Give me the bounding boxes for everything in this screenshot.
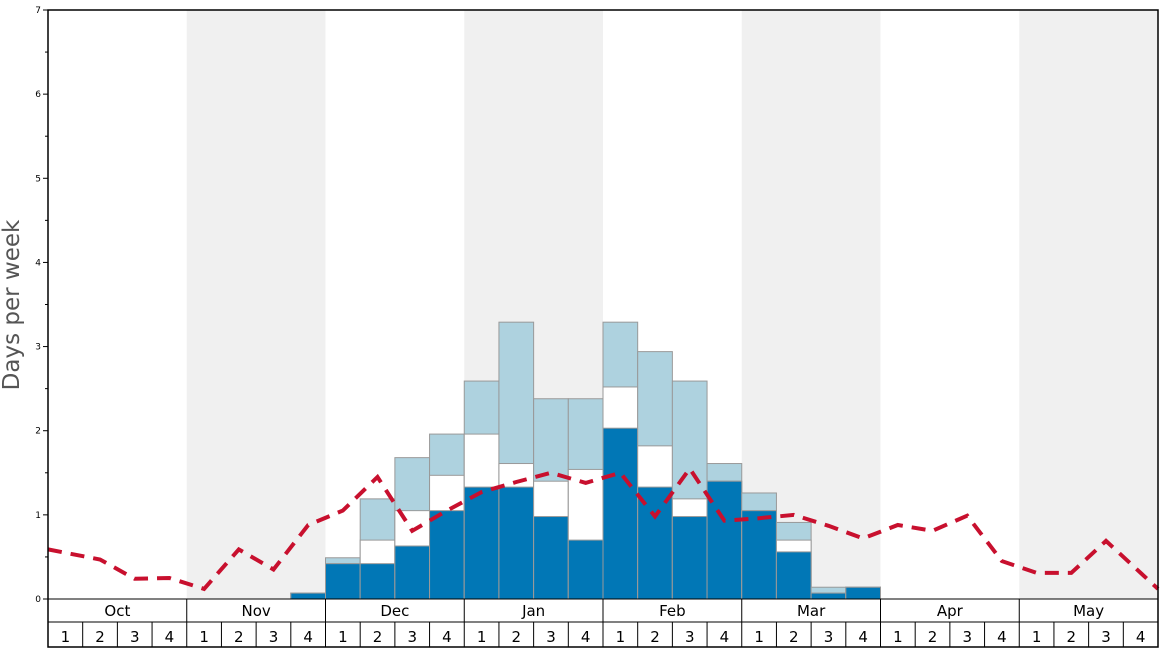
bar-dark-13 [498, 486, 535, 600]
month-label-oct: Oct [104, 602, 130, 620]
week-label-7: 4 [303, 628, 313, 646]
week-label-1: 2 [95, 628, 105, 646]
month-label-jan: Jan [521, 602, 545, 620]
y-tick-label-2: 2 [35, 427, 41, 437]
bars [290, 321, 881, 600]
bar-dark-11 [429, 510, 465, 600]
week-label-31: 4 [1136, 628, 1146, 646]
week-label-17: 2 [650, 628, 660, 646]
week-label-22: 3 [824, 628, 834, 646]
week-label-6: 3 [269, 628, 279, 646]
week-label-29: 2 [1067, 628, 1077, 646]
bar-dark-21 [775, 551, 812, 600]
bar-dark-8 [325, 563, 361, 600]
month-shading [186, 10, 1158, 599]
week-label-14: 3 [546, 628, 556, 646]
month-label-may: May [1073, 602, 1104, 620]
bar-dark-12 [463, 486, 500, 600]
bar-dark-23 [845, 586, 881, 600]
y-axis-title: Days per week [0, 219, 25, 390]
week-label-24: 1 [893, 628, 903, 646]
week-label-4: 1 [199, 628, 209, 646]
week-label-20: 1 [754, 628, 764, 646]
axes [43, 9, 1159, 648]
y-tick-label-5: 5 [35, 174, 41, 184]
month-label-nov: Nov [241, 602, 270, 620]
trend-line [47, 465, 1160, 592]
month-band-nov [186, 10, 326, 599]
week-label-21: 2 [789, 628, 799, 646]
week-label-30: 3 [1101, 628, 1111, 646]
bar-dark-7 [290, 592, 326, 600]
week-label-16: 1 [616, 628, 626, 646]
labels: 0 1 2 3 4 5 6 7 Oct Nov Dec Jan Feb Mar Apr May 1 2 3 4 1 2 3 4… [35, 6, 1145, 646]
week-label-13: 2 [512, 628, 522, 646]
bar-dark-19 [706, 480, 743, 600]
month-label-apr: Apr [937, 602, 964, 620]
week-label-15: 4 [581, 628, 591, 646]
week-label-26: 3 [962, 628, 972, 646]
month-label-mar: Mar [797, 602, 826, 620]
week-label-25: 2 [928, 628, 938, 646]
trend-line-group [47, 465, 1160, 592]
week-label-19: 4 [720, 628, 730, 646]
week-label-12: 1 [477, 628, 487, 646]
month-label-dec: Dec [380, 602, 409, 620]
week-label-8: 1 [338, 628, 348, 646]
bar-dark-10 [394, 545, 431, 600]
y-tick-label-1: 1 [35, 511, 41, 521]
bar-dark-16 [602, 427, 639, 600]
y-tick-label-6: 6 [35, 90, 41, 100]
week-label-3: 4 [165, 628, 175, 646]
bar-dark-22 [810, 592, 847, 600]
week-label-18: 3 [685, 628, 695, 646]
bar-dark-18 [671, 516, 708, 600]
week-label-9: 2 [373, 628, 383, 646]
bar-dark-20 [741, 510, 777, 600]
y-tick-label-0: 0 [35, 595, 41, 605]
week-label-5: 2 [234, 628, 244, 646]
y-tick-label-3: 3 [35, 343, 41, 353]
y-tick-label-7: 7 [35, 6, 41, 16]
week-label-23: 4 [858, 628, 868, 646]
bar-dark-15 [567, 539, 604, 600]
bar-dark-9 [359, 563, 396, 600]
month-label-feb: Feb [659, 602, 686, 620]
week-label-10: 3 [407, 628, 417, 646]
week-label-27: 4 [997, 628, 1007, 646]
bar-dark-14 [533, 516, 569, 600]
week-label-0: 1 [61, 628, 71, 646]
y-tick-label-4: 4 [35, 258, 41, 268]
month-band-may [1019, 10, 1158, 599]
week-label-11: 4 [442, 628, 452, 646]
week-label-2: 3 [130, 628, 140, 646]
week-label-28: 1 [1032, 628, 1042, 646]
